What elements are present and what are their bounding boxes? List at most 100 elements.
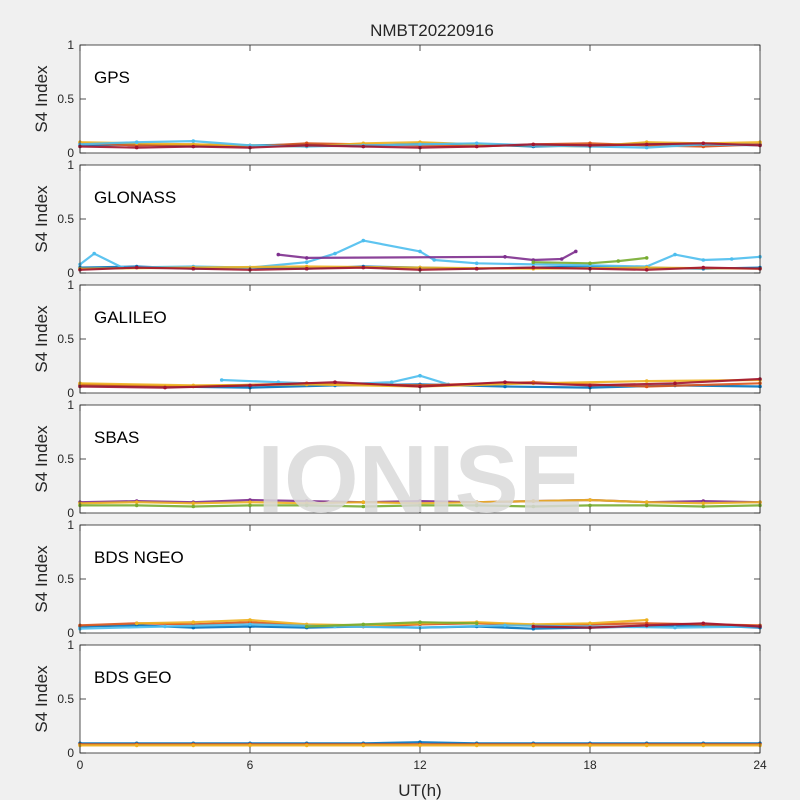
data-point — [531, 504, 536, 509]
y-tick-label: 0.5 — [57, 692, 74, 706]
y-tick-label: 0.5 — [57, 332, 74, 346]
y-axis-label: S4 Index — [32, 665, 51, 733]
panel-label: BDS NGEO — [94, 548, 184, 567]
x-tick-label: 24 — [753, 758, 767, 772]
data-point — [673, 252, 677, 257]
data-point — [134, 140, 139, 144]
data-point — [191, 266, 196, 271]
data-point — [474, 743, 479, 748]
data-point — [191, 144, 196, 149]
panel-label: SBAS — [94, 428, 139, 447]
panel-1: 0 0.5 1 S4 Index GLONASS — [32, 158, 762, 280]
data-point — [644, 145, 649, 150]
data-point — [673, 381, 677, 386]
figure-title: NMBT20220916 — [370, 21, 494, 40]
data-point — [644, 743, 649, 748]
data-point — [361, 504, 366, 509]
data-point — [191, 743, 196, 748]
data-point — [304, 503, 309, 508]
y-axis-label: S4 Index — [32, 65, 51, 133]
data-point — [503, 254, 507, 259]
x-tick-label: 6 — [247, 758, 254, 772]
data-point — [248, 622, 252, 627]
y-tick-label: 0.5 — [57, 92, 74, 106]
x-tick-label: 18 — [583, 758, 597, 772]
y-tick-label: 1 — [67, 518, 74, 532]
y-tick-label: 0 — [67, 626, 74, 640]
data-point — [304, 624, 309, 629]
data-point — [474, 503, 479, 508]
data-point — [134, 145, 139, 150]
y-axis-label: S4 Index — [32, 425, 51, 493]
data-point — [644, 268, 649, 272]
data-point — [219, 378, 224, 382]
data-point — [361, 622, 366, 627]
data-point — [588, 261, 592, 266]
data-point — [701, 258, 706, 262]
data-point — [248, 743, 252, 748]
data-point — [418, 384, 422, 389]
data-point — [276, 252, 281, 257]
data-point — [644, 256, 649, 260]
data-point — [304, 143, 309, 148]
data-point — [163, 624, 167, 629]
data-point — [673, 625, 677, 630]
data-point — [474, 261, 479, 266]
data-point — [588, 503, 592, 508]
data-point — [729, 257, 734, 261]
y-tick-label: 1 — [67, 278, 74, 292]
data-point — [701, 621, 706, 626]
data-point — [588, 383, 592, 388]
data-point — [134, 500, 139, 505]
data-point — [361, 144, 366, 149]
data-point — [531, 260, 536, 265]
data-point — [644, 384, 649, 389]
data-point — [644, 618, 649, 622]
data-point — [432, 258, 437, 262]
data-point — [503, 623, 507, 628]
panel-label: GLONASS — [94, 188, 176, 207]
panel-2: 0 0.5 1 S4 Index GALILEO — [32, 278, 762, 400]
data-point — [588, 498, 592, 502]
y-tick-label: 0.5 — [57, 212, 74, 226]
panels: 0 0.5 1 S4 Index GPS 0 0.5 1 S4 Index GLONASS 0 0.5… — [32, 38, 767, 772]
axes-background — [80, 165, 760, 273]
panel-3: 0 0.5 1 S4 Index SBAS — [32, 398, 762, 520]
data-point — [701, 504, 706, 509]
y-axis-label: S4 Index — [32, 305, 51, 373]
data-point — [531, 142, 536, 147]
data-point — [248, 503, 252, 508]
data-point — [531, 499, 536, 503]
data-point — [531, 624, 536, 629]
watermark: IONISE — [257, 426, 582, 533]
series-line — [305, 621, 478, 628]
data-point — [644, 623, 649, 628]
data-point — [701, 743, 706, 748]
axes-background — [80, 45, 760, 153]
data-point — [644, 142, 649, 147]
data-point — [588, 743, 592, 748]
y-tick-label: 0.5 — [57, 572, 74, 586]
data-point — [134, 743, 139, 748]
data-point — [248, 618, 252, 622]
panel-4: 0 0.5 1 S4 Index BDS NGEO — [32, 518, 762, 640]
data-point — [248, 500, 252, 505]
x-tick-label: 12 — [413, 758, 427, 772]
data-point — [644, 500, 649, 505]
data-point — [574, 249, 578, 254]
data-point — [304, 260, 309, 265]
x-axis-label: UT(h) — [398, 781, 441, 800]
data-point — [474, 500, 479, 505]
data-point — [191, 504, 196, 509]
data-point — [503, 380, 507, 385]
series-line — [277, 250, 577, 262]
data-point — [361, 265, 366, 270]
y-tick-label: 1 — [67, 38, 74, 52]
data-point — [134, 621, 139, 626]
y-tick-label: 0 — [67, 386, 74, 400]
data-point — [361, 743, 366, 748]
x-tick-label: 0 — [77, 758, 84, 772]
panel-5: 0 0.5 1 0 6 12 18 24 S4 Index BDS GEO — [32, 638, 767, 772]
data-point — [361, 238, 366, 243]
data-point — [333, 251, 337, 256]
